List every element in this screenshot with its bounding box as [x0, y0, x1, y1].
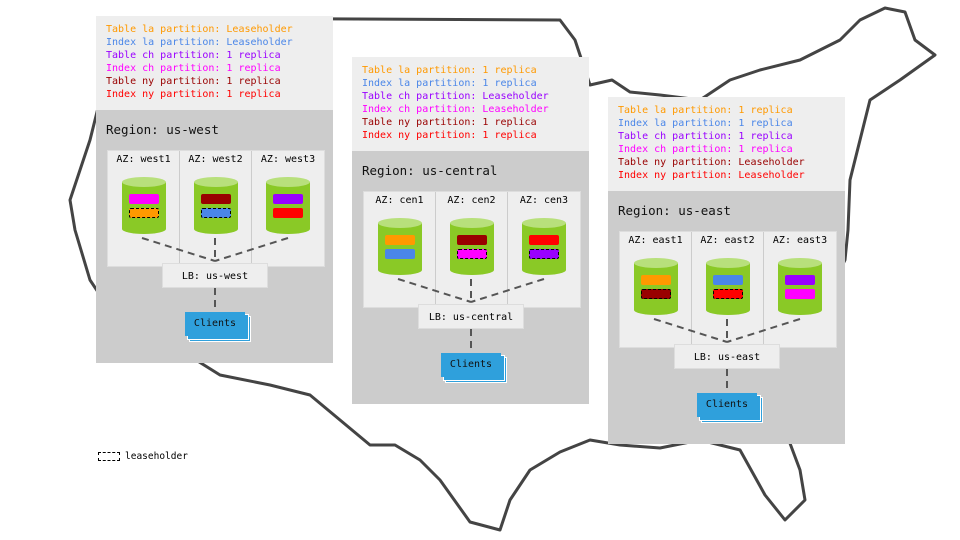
availability-zone: AZ: east1: [620, 232, 692, 347]
partition-legend-item: Index la partition: Leaseholder: [106, 37, 293, 48]
availability-zone: AZ: cen3: [508, 192, 580, 307]
dashed-box-icon: [98, 452, 120, 461]
partition-legend-item: Index ch partition: 1 replica: [106, 63, 281, 74]
partition-legend-item: Table ch partition: 1 replica: [618, 131, 793, 142]
region-title: Region: us-east: [618, 203, 731, 218]
connection-lines: [653, 318, 801, 393]
replica: [457, 235, 487, 245]
az-label: AZ: west2: [188, 154, 243, 165]
leaseholder-replica: [457, 249, 487, 259]
region-title: Region: us-west: [106, 122, 219, 137]
partition-legend-item: Index la partition: 1 replica: [362, 78, 537, 89]
partition-legend-item: Index ch partition: 1 replica: [618, 144, 793, 155]
replica: [273, 208, 303, 218]
leaseholder-legend: leaseholder: [98, 451, 188, 462]
az-label: AZ: east1: [628, 235, 683, 246]
region-us-west: Table la partition: Leaseholder Index la …: [96, 16, 333, 363]
region-us-east: Table la partition: 1 replica Index la pa…: [608, 97, 845, 444]
az-label: AZ: cen1: [375, 195, 424, 206]
partition-legend-item: Table ny partition: Leaseholder: [618, 157, 805, 168]
replica: [385, 249, 415, 259]
partition-legend: Table la partition: Leaseholder Index la …: [96, 16, 333, 110]
replica: [641, 275, 671, 285]
database-node-icon: [266, 177, 310, 239]
availability-zones: AZ: east1 AZ: east2 AZ: east3: [619, 231, 837, 348]
region-title: Region: us-central: [362, 163, 498, 178]
replica: [785, 275, 815, 285]
partition-legend-item: Table ny partition: 1 replica: [106, 76, 281, 87]
replica: [201, 194, 231, 204]
load-balancer: LB: us-east: [674, 344, 780, 369]
partition-legend-item: Table ch partition: Leaseholder: [362, 91, 549, 102]
availability-zone: AZ: east2: [692, 232, 764, 347]
leaseholder-legend-label: leaseholder: [125, 451, 188, 462]
replica: [785, 289, 815, 299]
database-node-icon: [634, 258, 678, 320]
partition-legend-item: Table ch partition: 1 replica: [106, 50, 281, 61]
partition-legend-item: Table ny partition: 1 replica: [362, 117, 537, 128]
clients: Clients: [441, 353, 507, 383]
database-node-icon: [522, 218, 566, 280]
database-node-icon: [122, 177, 166, 239]
partition-legend: Table la partition: 1 replica Index la pa…: [352, 57, 589, 151]
database-node-icon: [706, 258, 750, 320]
replica: [529, 235, 559, 245]
connection-lines: [141, 237, 289, 312]
clients-label: Clients: [185, 312, 245, 336]
database-node-icon: [378, 218, 422, 280]
clients-label: Clients: [697, 393, 757, 417]
availability-zones: AZ: cen1 AZ: cen2 AZ: cen3: [363, 191, 581, 308]
availability-zone: AZ: west3: [252, 151, 324, 266]
partition-legend-item: Index la partition: 1 replica: [618, 118, 793, 129]
clients: Clients: [697, 393, 763, 423]
partition-legend-item: Index ny partition: Leaseholder: [618, 170, 805, 181]
az-to-lb-line: [726, 318, 801, 343]
availability-zones: AZ: west1 AZ: west2 AZ: west3: [107, 150, 325, 267]
az-label: AZ: cen3: [519, 195, 569, 206]
replica: [713, 275, 743, 285]
load-balancer: LB: us-central: [418, 304, 524, 329]
az-label: AZ: east3: [772, 235, 828, 246]
availability-zone: AZ: west2: [180, 151, 252, 266]
az-label: AZ: west3: [260, 154, 316, 165]
leaseholder-replica: [713, 289, 743, 299]
partition-legend-item: Index ny partition: 1 replica: [106, 89, 281, 100]
database-node-icon: [450, 218, 494, 280]
availability-zone: AZ: west1: [108, 151, 180, 266]
az-to-lb-line: [653, 318, 728, 343]
az-label: AZ: west1: [116, 154, 171, 165]
clients: Clients: [185, 312, 251, 342]
partition-legend-item: Index ch partition: Leaseholder: [362, 104, 549, 115]
az-to-lb-line: [141, 237, 216, 262]
partition-legend-item: Table la partition: 1 replica: [362, 65, 537, 76]
clients-label: Clients: [441, 353, 501, 377]
partition-legend-item: Table la partition: 1 replica: [618, 105, 793, 116]
database-node-icon: [778, 258, 822, 320]
leaseholder-replica: [129, 208, 159, 218]
replica: [273, 194, 303, 204]
availability-zone: AZ: cen1: [364, 192, 436, 307]
region-us-central: Table la partition: 1 replica Index la pa…: [352, 57, 589, 404]
database-node-icon: [194, 177, 238, 239]
partition-legend: Table la partition: 1 replica Index la pa…: [608, 97, 845, 191]
az-to-lb-line: [214, 237, 289, 262]
availability-zone: AZ: east3: [764, 232, 836, 347]
load-balancer: LB: us-west: [162, 263, 268, 288]
availability-zone: AZ: cen2: [436, 192, 508, 307]
az-label: AZ: cen2: [447, 195, 496, 206]
replica: [129, 194, 159, 204]
az-label: AZ: east2: [700, 235, 755, 246]
az-to-lb-line: [397, 278, 472, 303]
partition-legend-item: Index ny partition: 1 replica: [362, 130, 537, 141]
connection-lines: [397, 278, 545, 353]
leaseholder-replica: [529, 249, 559, 259]
leaseholder-replica: [641, 289, 671, 299]
replica: [385, 235, 415, 245]
az-to-lb-line: [470, 278, 545, 303]
partition-legend-item: Table la partition: Leaseholder: [106, 24, 293, 35]
leaseholder-replica: [201, 208, 231, 218]
